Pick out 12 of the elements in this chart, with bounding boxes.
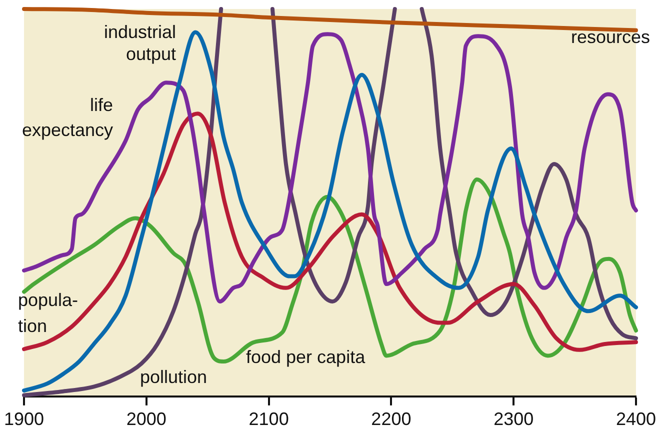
- x-tick-label: 2400: [616, 409, 656, 430]
- series-label: pollution: [140, 367, 208, 387]
- series-label: popula- tion: [18, 290, 78, 336]
- x-tick-label: 2200: [371, 409, 412, 430]
- x-tick-label: 2000: [126, 409, 166, 430]
- x-tick-label: 1900: [4, 409, 44, 430]
- series-label: life expectancy: [22, 95, 113, 140]
- x-tick-label: 2300: [494, 409, 534, 430]
- series-label: industrial output: [104, 22, 176, 64]
- x-tick-label: 2100: [248, 409, 289, 430]
- series-label: resources: [570, 27, 650, 47]
- series-label: food per capita: [246, 347, 366, 367]
